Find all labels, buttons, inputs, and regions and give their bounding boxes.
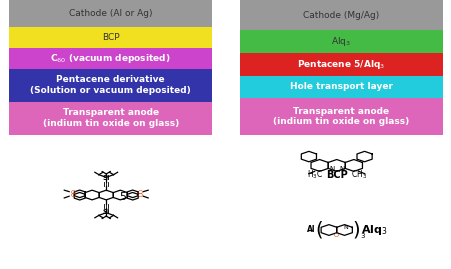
Text: Cathode (Al or Ag): Cathode (Al or Ag) <box>69 9 152 18</box>
Text: ): ) <box>352 221 359 239</box>
Text: 5: 5 <box>119 192 126 203</box>
Text: N: N <box>328 166 334 172</box>
Text: O: O <box>70 190 75 194</box>
Bar <box>9 69 212 102</box>
Text: Alq$_3$: Alq$_3$ <box>360 223 387 237</box>
Text: Cathode (Mg/Ag): Cathode (Mg/Ag) <box>303 10 378 20</box>
Text: H$_3$C: H$_3$C <box>306 169 322 181</box>
Text: BCP: BCP <box>102 33 119 42</box>
Text: Pentacene derivative
(Solution or vacuum deposited): Pentacene derivative (Solution or vacuum… <box>30 75 191 95</box>
Bar <box>239 30 442 53</box>
Text: Si: Si <box>102 209 110 215</box>
Text: N: N <box>343 225 347 229</box>
Text: O: O <box>137 193 142 199</box>
Bar <box>9 102 212 134</box>
Text: (: ( <box>314 221 322 239</box>
Text: Transparent anode
(indium tin oxide on glass): Transparent anode (indium tin oxide on g… <box>42 108 179 128</box>
Bar <box>239 98 442 134</box>
Text: Transparent anode
(indium tin oxide on glass): Transparent anode (indium tin oxide on g… <box>272 107 409 126</box>
Text: 3: 3 <box>360 233 364 239</box>
Bar <box>239 76 442 98</box>
Text: O: O <box>332 233 338 238</box>
Text: Si: Si <box>102 175 110 181</box>
Text: O: O <box>70 193 75 199</box>
Text: O: O <box>137 190 142 194</box>
Text: CH$_3$: CH$_3$ <box>350 169 366 181</box>
Text: BCP: BCP <box>325 170 347 180</box>
Text: Pentacene 5/Alq$_3$: Pentacene 5/Alq$_3$ <box>296 58 385 71</box>
Text: C$_{60}$ (vacuum deposited): C$_{60}$ (vacuum deposited) <box>51 52 170 65</box>
Bar <box>9 27 212 48</box>
Bar <box>9 48 212 69</box>
Bar <box>9 0 212 27</box>
Text: Al: Al <box>307 225 315 235</box>
Text: Hole transport layer: Hole transport layer <box>289 82 392 91</box>
Text: N: N <box>338 166 344 172</box>
Text: Alq$_3$: Alq$_3$ <box>331 35 350 48</box>
Bar <box>239 0 442 30</box>
Bar <box>239 53 442 76</box>
